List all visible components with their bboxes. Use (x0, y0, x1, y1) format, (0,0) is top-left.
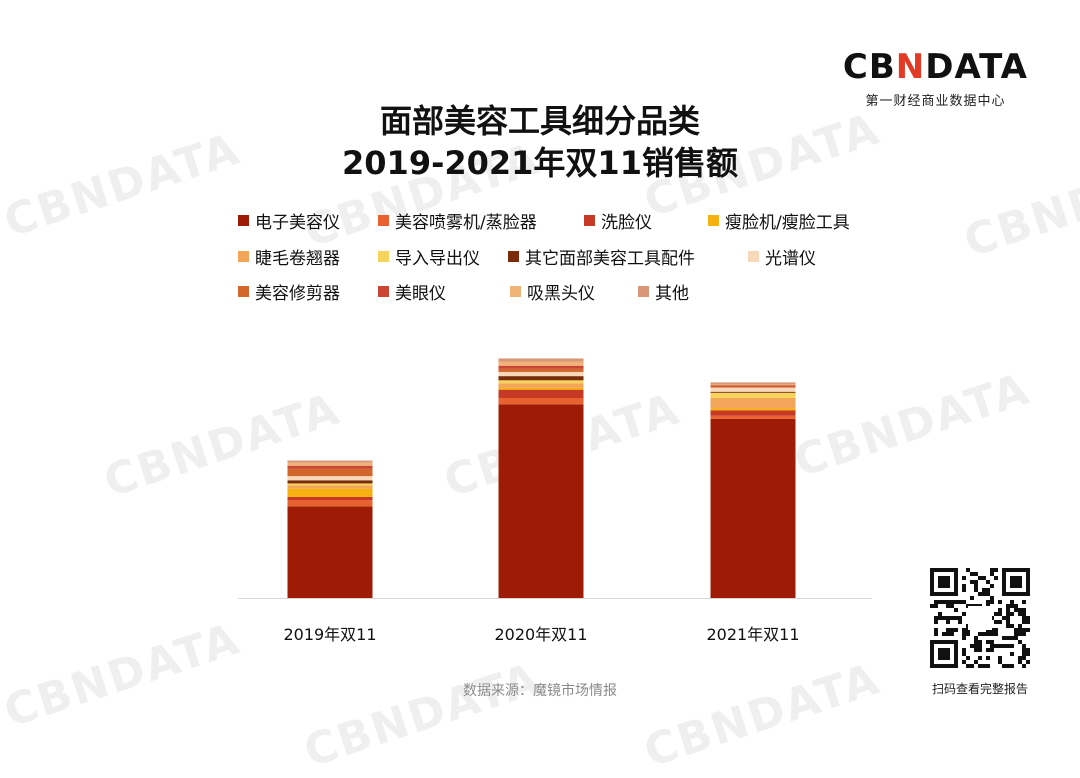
bar-segment (710, 418, 796, 598)
brand-subtitle: 第一财经商业数据中心 (865, 94, 1006, 109)
bar-segment (710, 387, 796, 392)
legend-swatch (510, 286, 521, 297)
chart-title-line2: 2019-2021年双11销售额 (342, 144, 738, 182)
legend-swatch (748, 251, 759, 262)
legend-label: 睫毛卷翘器 (255, 249, 340, 269)
bar-segment (498, 404, 584, 598)
x-tick-label: 2020年双11 (494, 625, 587, 644)
bar-segment (710, 415, 796, 419)
bar-segment (710, 386, 796, 388)
bar-segment (710, 391, 796, 393)
legend-item: 其它面部美容工具配件 (508, 244, 695, 269)
qr-label: 扫码查看完整报告 (931, 682, 1028, 696)
legend-label: 美眼仪 (395, 284, 446, 304)
bar-segment (287, 476, 373, 481)
legend-label: 导入导出仪 (395, 249, 480, 269)
bar-segment (498, 380, 584, 384)
bar-segment (287, 480, 373, 484)
x-tick-label: 2019年双11 (283, 625, 376, 644)
bar-segment (498, 371, 584, 377)
bar-segment (710, 398, 796, 409)
legend-item: 吸黑头仪 (510, 279, 595, 304)
bar-segment (498, 398, 584, 405)
x-tick-label: 2021年双11 (706, 625, 799, 644)
data-source: 数据来源：魔镜市场情报 (463, 683, 617, 699)
bar-segment (498, 358, 584, 362)
bar-segment (710, 382, 796, 385)
bar-segment (710, 410, 796, 416)
bar-segment (710, 384, 796, 386)
bar-segment (498, 383, 584, 388)
brand-wordmark: CBNDATA (842, 47, 1028, 87)
bar-segment (498, 389, 584, 398)
legend-swatch (638, 286, 649, 297)
legend-label: 其他 (655, 284, 689, 304)
bar-segment (287, 500, 373, 507)
legend-swatch (238, 251, 249, 262)
chart-title: 面部美容工具细分品类 2019-2021年双11销售额 (0, 100, 1080, 184)
legend-item: 电子美容仪 (238, 208, 340, 233)
bar-segment (287, 460, 373, 463)
legend-label: 其它面部美容工具配件 (525, 249, 695, 269)
legend-item: 美眼仪 (378, 279, 446, 304)
legend-label: 吸黑头仪 (527, 284, 595, 304)
legend-label: 光谱仪 (765, 249, 816, 269)
bar-segment (287, 468, 373, 477)
brand-logo: CBNDATA 第一财经商业数据中心 (843, 50, 1028, 109)
legend-item: 睫毛卷翘器 (238, 244, 340, 269)
legend-label: 美容喷雾机/蒸脸器 (395, 213, 537, 233)
legend-item: 其他 (638, 279, 689, 304)
legend-item: 光谱仪 (748, 244, 816, 269)
bar-segment (498, 387, 584, 390)
legend-label: 美容修剪器 (255, 284, 340, 304)
legend-item: 美容修剪器 (238, 279, 340, 304)
bar-segment (710, 392, 796, 398)
bar-segment (287, 506, 373, 598)
bar-segment (710, 408, 796, 411)
bar-segment (498, 376, 584, 381)
legend-item: 导入导出仪 (378, 244, 480, 269)
legend-label: 洗脸仪 (601, 213, 652, 233)
bar-segment (498, 365, 584, 369)
legend-label: 电子美容仪 (255, 213, 340, 233)
legend-label: 瘦脸机/瘦脸工具 (725, 213, 850, 233)
legend-swatch (378, 286, 389, 297)
bar-chart: 2019年双11 2020年双11 2021年双11 (238, 358, 872, 644)
bar-segment (287, 483, 373, 486)
legend-item: 美容喷雾机/蒸脸器 (378, 208, 537, 233)
bar-segment (287, 465, 373, 469)
legend-swatch (508, 251, 519, 262)
legend-swatch (708, 215, 719, 226)
legend-item: 洗脸仪 (584, 208, 652, 233)
bar-segment (498, 361, 584, 366)
bar-segment (287, 496, 373, 501)
bar-segment (287, 462, 373, 466)
bar-segment (287, 488, 373, 497)
legend-swatch (238, 286, 249, 297)
legend-swatch (584, 215, 595, 226)
chart-title-line1: 面部美容工具细分品类 (379, 102, 700, 140)
legend-swatch (378, 251, 389, 262)
legend-swatch (238, 215, 249, 226)
bar-segment (710, 385, 796, 387)
bar-segment (287, 485, 373, 489)
legend-swatch (378, 215, 389, 226)
bar-segment (498, 368, 584, 372)
qr-code-icon[interactable] (930, 568, 1030, 668)
legend-item: 瘦脸机/瘦脸工具 (708, 208, 850, 233)
